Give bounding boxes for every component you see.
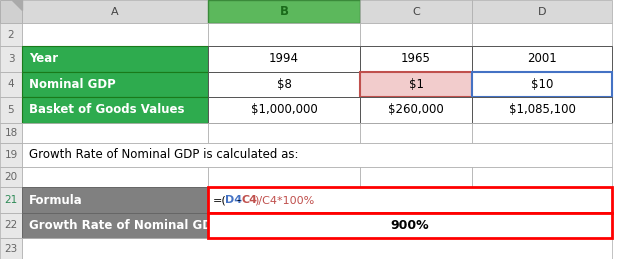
Bar — [360, 167, 472, 187]
Bar — [0, 123, 22, 143]
Bar — [22, 123, 208, 143]
Text: 3: 3 — [7, 54, 14, 64]
Text: 1965: 1965 — [401, 53, 431, 66]
Text: -: - — [236, 195, 240, 205]
Text: Year: Year — [29, 53, 58, 66]
Text: Growth Rate of Nominal GDP: Growth Rate of Nominal GDP — [29, 219, 221, 232]
Text: C4: C4 — [242, 195, 258, 205]
Bar — [472, 23, 612, 46]
Text: 23: 23 — [4, 244, 17, 254]
Bar — [472, 97, 612, 123]
Text: $10: $10 — [531, 78, 553, 91]
Text: D: D — [538, 6, 546, 17]
Bar — [0, 187, 22, 213]
Bar — [0, 238, 22, 259]
Text: 5: 5 — [7, 105, 14, 115]
Text: 19: 19 — [4, 150, 17, 160]
Text: =(: =( — [213, 195, 227, 205]
Bar — [22, 143, 612, 167]
Bar — [360, 46, 472, 72]
Bar — [208, 23, 360, 46]
Bar — [22, 23, 208, 46]
Bar — [22, 97, 208, 123]
Bar — [22, 213, 208, 238]
Text: 20: 20 — [4, 172, 17, 182]
Text: 900%: 900% — [391, 219, 429, 232]
Text: 2001: 2001 — [527, 53, 557, 66]
Bar — [208, 167, 360, 187]
Bar — [22, 72, 208, 97]
Text: 22: 22 — [4, 220, 17, 231]
Text: Basket of Goods Values: Basket of Goods Values — [29, 103, 185, 116]
Bar — [360, 97, 472, 123]
Bar — [208, 72, 360, 97]
Bar — [0, 213, 22, 238]
Bar — [22, 0, 208, 23]
Bar — [0, 46, 22, 72]
Text: Formula: Formula — [29, 193, 83, 206]
Bar — [472, 167, 612, 187]
Bar — [360, 72, 472, 97]
Bar — [0, 143, 22, 167]
Bar — [22, 46, 208, 72]
Text: $1: $1 — [409, 78, 424, 91]
Text: C: C — [412, 6, 420, 17]
Bar — [208, 0, 360, 23]
Text: 4: 4 — [7, 80, 14, 89]
Text: 2: 2 — [7, 30, 14, 40]
Text: $260,000: $260,000 — [388, 103, 444, 116]
Text: $1,085,100: $1,085,100 — [509, 103, 575, 116]
Text: )/C4*100%: )/C4*100% — [253, 195, 314, 205]
Bar — [360, 123, 472, 143]
Bar — [0, 0, 22, 23]
Text: 21: 21 — [4, 195, 17, 205]
Bar — [208, 97, 360, 123]
Bar — [0, 97, 22, 123]
Text: $8: $8 — [276, 78, 291, 91]
Text: A: A — [111, 6, 119, 17]
Text: B: B — [280, 5, 288, 18]
Bar — [472, 46, 612, 72]
Text: 18: 18 — [4, 128, 17, 138]
Polygon shape — [12, 0, 22, 10]
Text: Growth Rate of Nominal GDP is calculated as:: Growth Rate of Nominal GDP is calculated… — [29, 148, 298, 161]
Bar — [472, 123, 612, 143]
Bar — [22, 167, 208, 187]
Bar — [0, 72, 22, 97]
Text: $1,000,000: $1,000,000 — [251, 103, 318, 116]
Bar — [208, 123, 360, 143]
Bar — [0, 167, 22, 187]
Bar — [360, 23, 472, 46]
Text: D4: D4 — [225, 195, 241, 205]
Bar — [472, 72, 612, 97]
Bar — [208, 187, 612, 213]
Text: 1994: 1994 — [269, 53, 299, 66]
Text: Nominal GDP: Nominal GDP — [29, 78, 115, 91]
Bar — [22, 187, 208, 213]
Bar — [0, 23, 22, 46]
Bar — [22, 238, 612, 259]
Bar — [208, 46, 360, 72]
Bar — [360, 0, 472, 23]
Bar — [472, 0, 612, 23]
Bar — [208, 213, 612, 238]
